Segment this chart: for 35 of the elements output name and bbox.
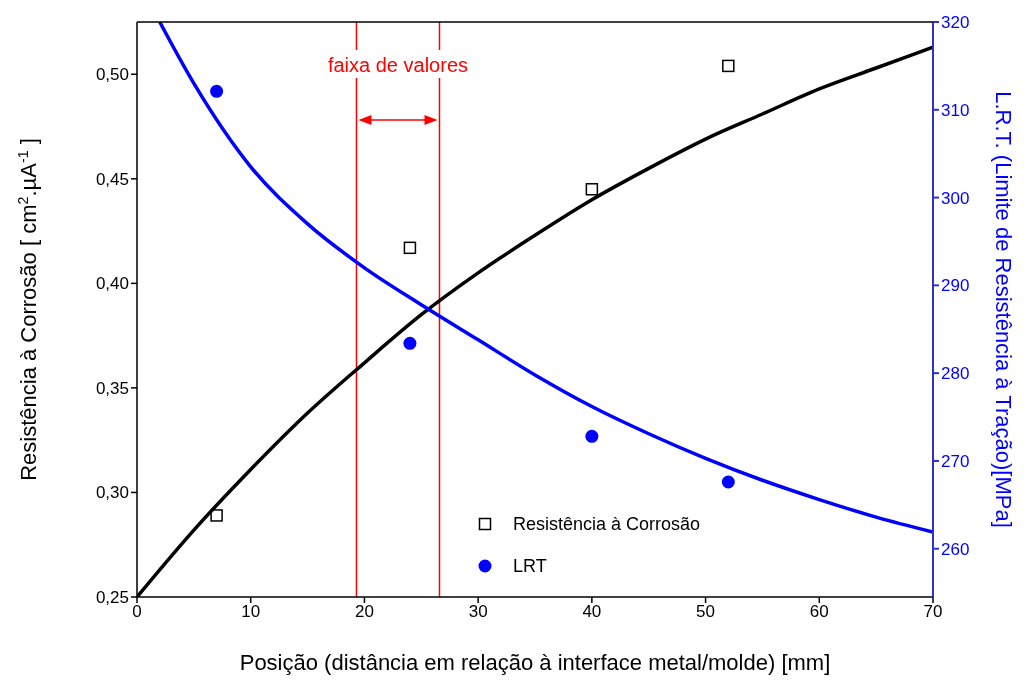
x-tick-label: 40	[582, 602, 602, 622]
y2-tick-label: 300	[941, 188, 970, 208]
legend-label: LRT	[513, 555, 547, 577]
y2-tick-label: 320	[941, 13, 970, 33]
y-tick-label: 0,45	[95, 169, 129, 189]
legend-label: Resistência à Corrosão	[513, 513, 701, 535]
line-series	[157, 22, 933, 534]
x-tick-label: 30	[468, 602, 488, 622]
y-tick-label: 0,30	[95, 483, 129, 503]
point	[722, 59, 735, 73]
point	[210, 84, 224, 98]
x-axis-title: Posição (distância em relação à interface metal/molde) [mm]	[239, 650, 831, 675]
point	[210, 509, 223, 522]
x-tick-label: 50	[696, 602, 716, 622]
y2-tick-label: 270	[941, 451, 970, 471]
point	[721, 475, 735, 489]
point	[403, 336, 417, 350]
y-tick-label: 0,25	[95, 588, 129, 608]
y2-tick-label: 280	[941, 364, 970, 384]
y2-axis-title: L.R.T. (Limite de Resistência à Tração)[MPa]	[991, 91, 1016, 528]
y2-tick-label: 310	[941, 100, 970, 120]
y-tick-label: 0,40	[95, 274, 129, 294]
x-tick-label: 60	[809, 602, 829, 622]
x-tick-label: 20	[354, 602, 374, 622]
y2-tick-label: 290	[941, 276, 970, 296]
x-tick-label: 0	[132, 602, 142, 622]
y-tick-label: 0,35	[95, 378, 129, 398]
y-tick-label: 0,50	[95, 65, 129, 85]
point	[585, 183, 599, 196]
annotation: faixa de valores	[327, 54, 469, 76]
point	[585, 429, 599, 443]
x-tick-label: 70	[923, 602, 943, 622]
y2-tick-label: 260	[941, 539, 970, 559]
x-tick-label: 10	[241, 602, 261, 622]
point	[403, 241, 417, 255]
